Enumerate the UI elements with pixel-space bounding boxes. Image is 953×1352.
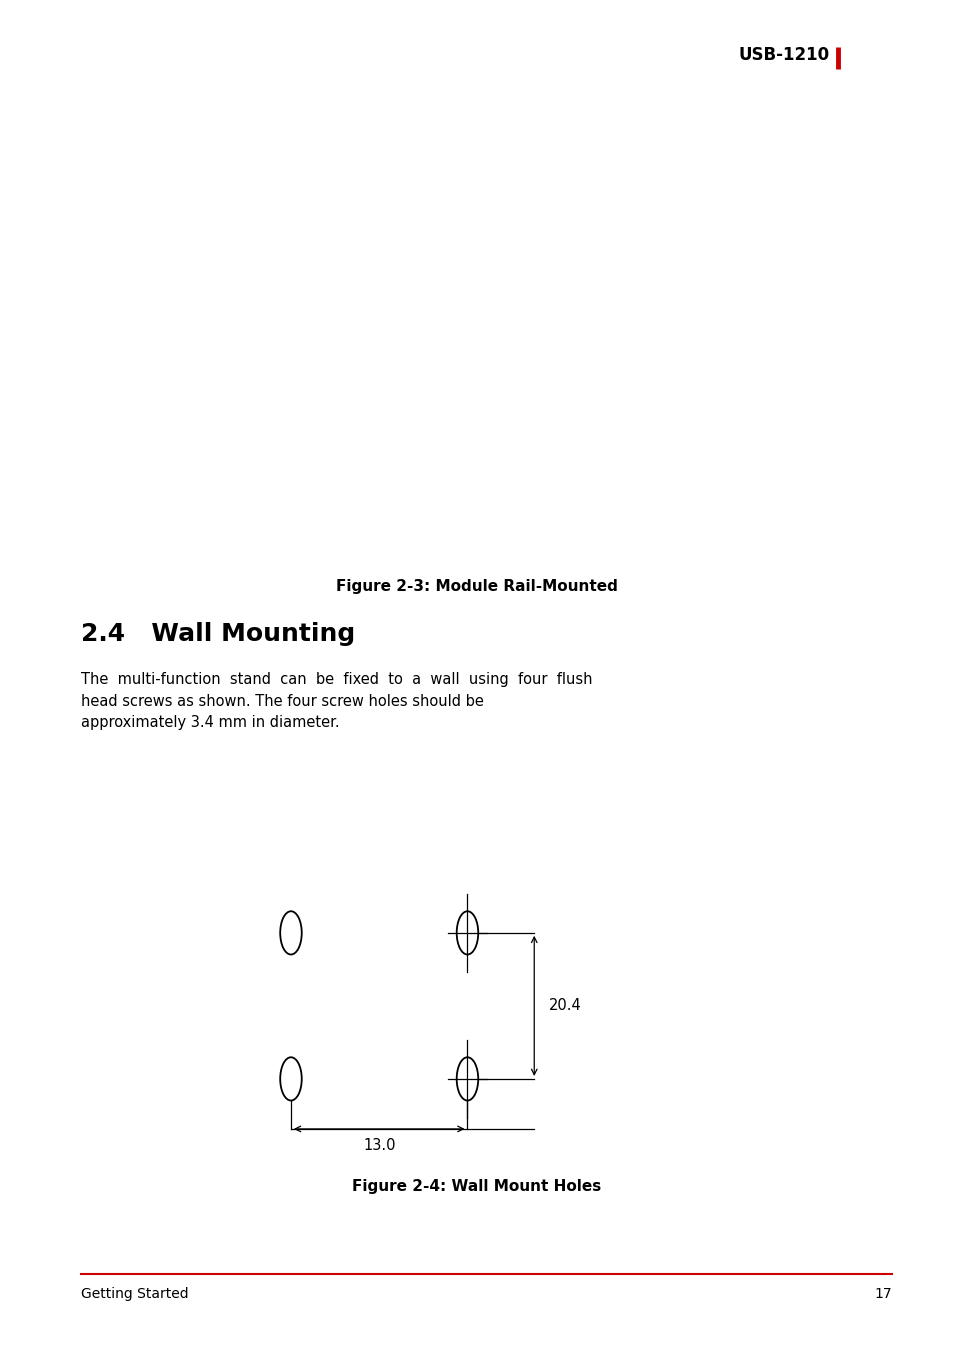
Text: 13.0: 13.0 (362, 1138, 395, 1153)
Text: Figure 2-4: Wall Mount Holes: Figure 2-4: Wall Mount Holes (352, 1179, 601, 1194)
Text: 20.4: 20.4 (548, 998, 580, 1014)
Text: The  multi-function  stand  can  be  fixed  to  a  wall  using  four  flush
head: The multi-function stand can be fixed to… (81, 672, 592, 730)
Text: 2.4   Wall Mounting: 2.4 Wall Mounting (81, 622, 355, 646)
Text: USB-1210: USB-1210 (738, 46, 829, 64)
Text: 17: 17 (874, 1287, 891, 1301)
Text: Getting Started: Getting Started (81, 1287, 189, 1301)
Text: Figure 2-3: Module Rail-Mounted: Figure 2-3: Module Rail-Mounted (335, 579, 618, 594)
